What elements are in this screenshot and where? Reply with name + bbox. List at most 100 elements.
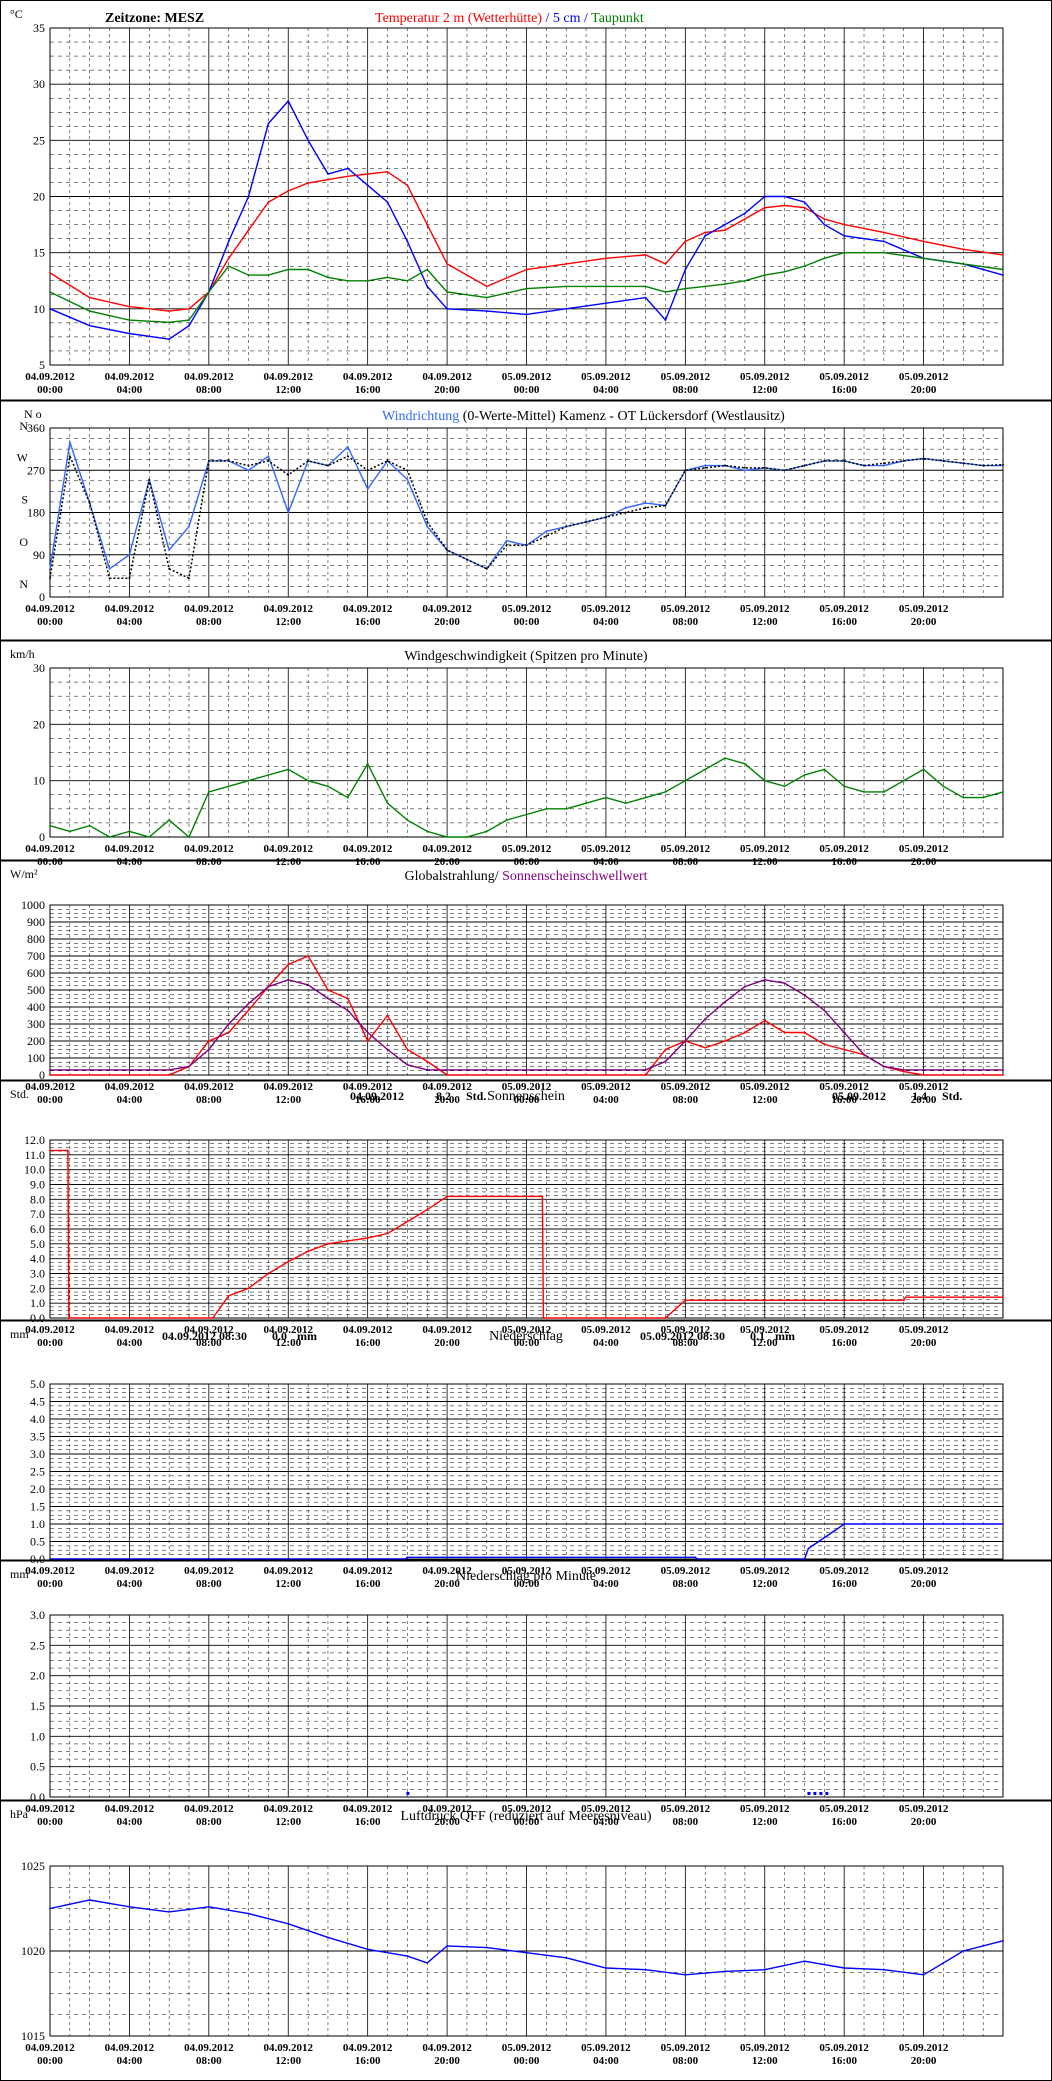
data-point (962, 263, 965, 265)
data-point (128, 553, 131, 556)
data-point (823, 257, 826, 260)
x-tick-time: 04:00 (117, 2055, 143, 2067)
data-point (247, 469, 250, 472)
x-tick-date: 04.09.2012 (184, 1081, 234, 1093)
timezone-label: Zeitzone: MESZ (105, 11, 204, 26)
y-tick-label: 900 (27, 915, 45, 929)
data-point (406, 184, 409, 187)
x-tick-time: 00:00 (514, 1816, 540, 1828)
x-tick-date: 05.09.2012 (661, 603, 711, 615)
title-part: Temperatur 2 m (Wetterhütte) (375, 11, 542, 26)
data-point (763, 274, 766, 277)
unit-label: mm (10, 1327, 29, 1341)
data-point (942, 785, 945, 788)
series-line-0 (49, 1899, 1004, 1976)
data-point (207, 459, 210, 462)
data-point (287, 978, 290, 981)
unit-label: hPa (10, 1807, 29, 1821)
data-point (485, 830, 488, 833)
x-tick-time: 16:00 (831, 1337, 857, 1349)
data-point (664, 1317, 667, 1319)
data-point (426, 285, 429, 288)
data-point (327, 989, 329, 991)
data-point (763, 779, 766, 782)
y-tick-label: 1.0 (30, 1729, 45, 1743)
data-point (823, 768, 826, 771)
title-part: Kamenz - OT Lückersdorf (Westlausitz) (556, 409, 785, 424)
x-tick-date: 05.09.2012 (740, 1803, 790, 1815)
data-point (227, 1294, 230, 1297)
x-tick-date: 05.09.2012 (661, 1803, 711, 1815)
data-point (49, 1907, 51, 1910)
x-tick-time: 00:00 (37, 384, 63, 396)
data-point (49, 271, 51, 274)
data-point (211, 1317, 214, 1319)
compass-letter: W (17, 450, 29, 464)
data-point (1002, 1069, 1004, 1071)
x-tick-time: 12:00 (752, 384, 778, 396)
compass-letter: O (19, 535, 28, 549)
y-tick-label: 20 (33, 717, 45, 731)
x-tick-date: 04.09.2012 (105, 1081, 155, 1093)
chart-title: Temperatur 2 m (Wetterhütte) / 5 cm / Ta… (375, 11, 644, 26)
x-tick-date: 04.09.2012 (264, 1803, 314, 1815)
data-point (406, 1048, 409, 1051)
x-tick-time: 12:00 (752, 616, 778, 628)
info-left-value: 8.2 (436, 1089, 451, 1103)
unit-label: km/h (10, 647, 35, 661)
x-tick-date: 04.09.2012 (343, 603, 393, 615)
data-point (386, 802, 389, 805)
x-tick-time: 08:00 (672, 384, 698, 396)
y-tick-label: 0.0 (30, 1790, 45, 1804)
data-point (128, 1905, 131, 1908)
data-point (525, 813, 528, 816)
data-point (346, 279, 349, 282)
data-point (962, 248, 965, 251)
data-point (664, 791, 667, 793)
data-point (168, 1911, 171, 1913)
x-tick-date: 04.09.2012 (264, 371, 314, 383)
data-point (684, 287, 687, 290)
x-tick-date: 05.09.2012 (899, 1081, 949, 1093)
data-point (207, 791, 210, 793)
title-part: / (495, 869, 502, 884)
data-point (624, 802, 627, 805)
title-part: Globalstrahlung (404, 869, 494, 884)
data-point (287, 1260, 290, 1263)
x-tick-date: 04.09.2012 (105, 843, 155, 855)
data-point (902, 1069, 905, 1071)
x-tick-time: 12:00 (275, 1578, 301, 1590)
x-tick-date: 04.09.2012 (25, 2042, 75, 2054)
chart-title: Niederschlag pro Minute (456, 1569, 596, 1584)
data-point (188, 1065, 190, 1068)
compass-letter: N (19, 419, 28, 433)
x-tick-date: 04.09.2012 (105, 1324, 155, 1336)
data-point (624, 506, 627, 509)
x-tick-date: 05.09.2012 (819, 2042, 869, 2054)
data-point (644, 254, 647, 256)
data-point (922, 457, 925, 460)
x-tick-time: 04:00 (593, 384, 619, 396)
data-point (207, 291, 210, 293)
precip-minute-bar (819, 1791, 823, 1795)
data-point (406, 1220, 409, 1223)
data-point (882, 464, 885, 467)
x-tick-date: 05.09.2012 (899, 1324, 949, 1336)
data-point (1002, 1074, 1004, 1076)
data-point (446, 1069, 448, 1071)
data-point (168, 567, 171, 570)
data-point (88, 502, 91, 505)
x-tick-time: 00:00 (514, 1337, 540, 1349)
data-point (902, 459, 905, 462)
x-tick-time: 20:00 (911, 384, 937, 396)
y-tick-label: 4.5 (30, 1395, 45, 1409)
x-tick-time: 12:00 (752, 856, 778, 868)
x-tick-date: 05.09.2012 (819, 1324, 869, 1336)
x-tick-time: 08:00 (672, 616, 698, 628)
data-point (694, 1556, 697, 1559)
precip-minute-bar (813, 1791, 817, 1795)
x-tick-time: 12:00 (752, 1094, 778, 1106)
data-point (542, 1317, 545, 1319)
data-point (227, 1023, 230, 1025)
data-point (803, 774, 806, 776)
